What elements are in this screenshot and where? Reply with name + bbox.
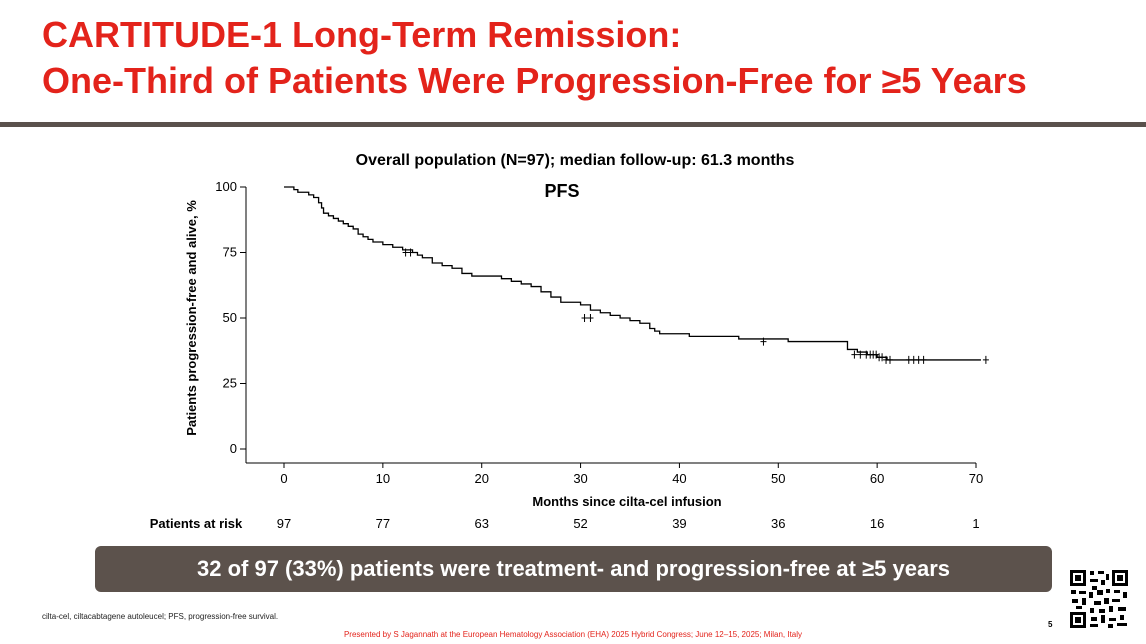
title-divider [0,122,1146,127]
censor-mark [879,353,886,362]
at-risk-value: 16 [870,516,884,531]
at-risk-value: 97 [277,516,291,531]
pfs-step-line [284,186,981,361]
at-risk-value: 39 [672,516,686,531]
x-tick-label: 70 [969,471,983,486]
y-tick-label: 100 [215,179,237,194]
at-risk-value: 1 [972,516,979,531]
y-tick-label: 0 [230,441,237,456]
at-risk-value: 52 [573,516,587,531]
slide-title-line-2: One-Third of Patients Were Progression-F… [42,60,1027,101]
page-number: 5 [1048,620,1053,629]
censor-mark [886,355,893,364]
slide-title: CARTITUDE-1 Long-Term Remission: One-Thi… [42,12,1027,104]
x-tick-label: 30 [573,471,587,486]
chart-subtitle: Overall population (N=97); median follow… [356,152,795,169]
pfs-chart: Overall population (N=97); median follow… [150,152,989,531]
censor-marks [402,248,989,364]
x-tick-label: 50 [771,471,785,486]
at-risk-value: 63 [474,516,488,531]
y-axis-label: Patients progression-free and alive, % [184,200,199,436]
censor-mark [851,350,858,359]
x-tick-label: 10 [376,471,390,486]
censor-mark [407,248,414,257]
slide-title-line-1: CARTITUDE-1 Long-Term Remission: [42,14,682,55]
x-tick-label: 60 [870,471,884,486]
x-tick-label: 40 [672,471,686,486]
y-tick-label: 50 [223,310,237,325]
at-risk-label: Patients at risk [150,516,243,531]
at-risk-value: 36 [771,516,785,531]
presentation-credit: Presented by S Jagannath at the European… [343,630,803,639]
censor-mark [920,355,927,364]
censor-mark [857,350,864,359]
censor-mark [982,355,989,364]
censor-mark [581,314,588,322]
y-tick-label: 75 [223,245,237,260]
chart-title: PFS [544,181,579,201]
censor-mark [760,337,767,346]
at-risk-row: 97 77 63 52 39 36 16 1 [277,516,980,531]
footnote: cilta-cel, ciltacabtagene autoleucel; PF… [42,612,279,621]
y-tick-label: 25 [223,376,237,391]
censor-mark [587,314,594,322]
key-result-banner: 32 of 97 (33%) patients were treatment- … [95,546,1052,592]
at-risk-value: 77 [376,516,390,531]
x-tick-label: 20 [474,471,488,486]
qr-code-icon[interactable] [1068,568,1130,630]
x-tick-label: 0 [280,471,287,486]
pfs-curve [284,186,981,361]
x-axis-label: Months since cilta-cel infusion [532,494,721,509]
chart-axes: 0 25 50 75 100 0 10 20 30 40 50 60 70 [215,179,983,486]
